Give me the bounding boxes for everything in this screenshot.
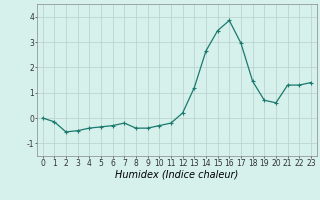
X-axis label: Humidex (Indice chaleur): Humidex (Indice chaleur)	[115, 169, 238, 179]
